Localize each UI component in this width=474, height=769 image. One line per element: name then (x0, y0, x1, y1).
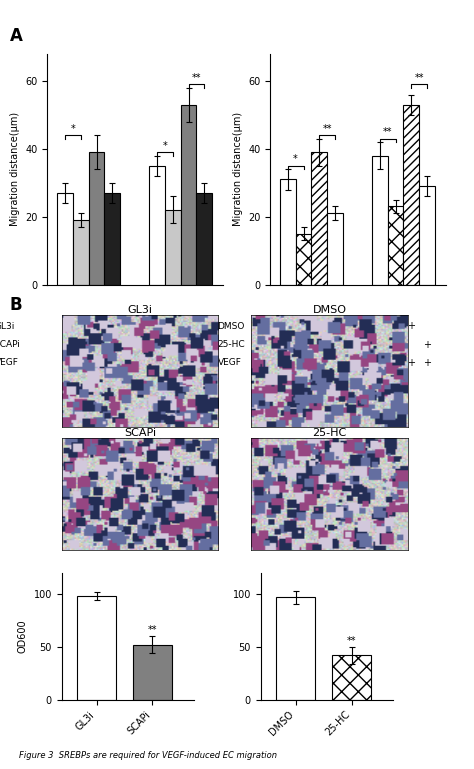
Text: +: + (376, 321, 384, 331)
Title: SCAPi: SCAPi (124, 428, 156, 438)
Text: 25-HC: 25-HC (218, 340, 245, 349)
Y-axis label: Migration distance(μm): Migration distance(μm) (10, 112, 20, 226)
Text: +: + (61, 321, 69, 331)
Bar (296, 234, 311, 285)
Text: +: + (300, 339, 308, 350)
Text: GL3i: GL3i (0, 321, 15, 331)
Bar (276, 598, 315, 700)
Text: +: + (407, 321, 415, 331)
Text: **: ** (148, 625, 157, 635)
Text: *: * (293, 154, 298, 164)
Text: +: + (108, 358, 116, 368)
Bar (77, 596, 116, 700)
Text: +: + (153, 321, 161, 331)
Bar (165, 210, 181, 285)
Title: 25-HC: 25-HC (312, 428, 346, 438)
Text: **: ** (383, 127, 392, 137)
Text: B: B (9, 296, 22, 314)
Text: **: ** (191, 72, 201, 83)
Bar (104, 193, 120, 285)
Text: +: + (392, 339, 400, 350)
Bar (149, 166, 165, 285)
Text: +: + (108, 339, 116, 350)
Bar (133, 644, 172, 700)
Bar (419, 186, 435, 285)
Text: +: + (423, 358, 431, 368)
Text: VEGF: VEGF (218, 358, 241, 368)
Text: +: + (92, 358, 100, 368)
Title: GL3i: GL3i (128, 305, 152, 315)
Text: *: * (71, 124, 75, 134)
Text: +: + (284, 321, 292, 331)
Text: Figure 3  SREBPs are required for VEGF-induced EC migration: Figure 3 SREBPs are required for VEGF-in… (19, 751, 277, 760)
Title: DMSO: DMSO (312, 305, 346, 315)
Text: +: + (201, 358, 209, 368)
Bar (332, 655, 371, 700)
Text: **: ** (347, 636, 356, 646)
Text: **: ** (414, 72, 424, 83)
Y-axis label: Migration distance(μm): Migration distance(μm) (233, 112, 243, 226)
Text: **: ** (322, 124, 332, 134)
Text: +: + (201, 339, 209, 350)
Text: *: * (163, 141, 167, 151)
Text: +: + (77, 339, 85, 350)
Text: +: + (169, 339, 177, 350)
Bar (327, 213, 343, 285)
Text: +: + (184, 321, 192, 331)
Text: +: + (423, 339, 431, 350)
Bar (280, 179, 296, 285)
Text: +: + (315, 358, 323, 368)
Text: A: A (9, 27, 22, 45)
Text: +: + (315, 321, 323, 331)
Bar (57, 193, 73, 285)
Text: VEGF: VEGF (0, 358, 18, 368)
Text: +: + (331, 339, 339, 350)
Text: SCAPi: SCAPi (0, 340, 21, 349)
Bar (403, 105, 419, 285)
Bar (73, 220, 89, 285)
Text: +: + (407, 358, 415, 368)
Text: +: + (184, 358, 192, 368)
Text: DMSO: DMSO (218, 321, 245, 331)
Bar (181, 105, 196, 285)
Text: +: + (331, 358, 339, 368)
Bar (372, 155, 388, 285)
Text: +: + (92, 321, 100, 331)
Bar (388, 207, 403, 285)
Bar (311, 152, 327, 285)
Bar (196, 193, 212, 285)
Bar (89, 152, 104, 285)
Y-axis label: OD600: OD600 (18, 620, 28, 653)
